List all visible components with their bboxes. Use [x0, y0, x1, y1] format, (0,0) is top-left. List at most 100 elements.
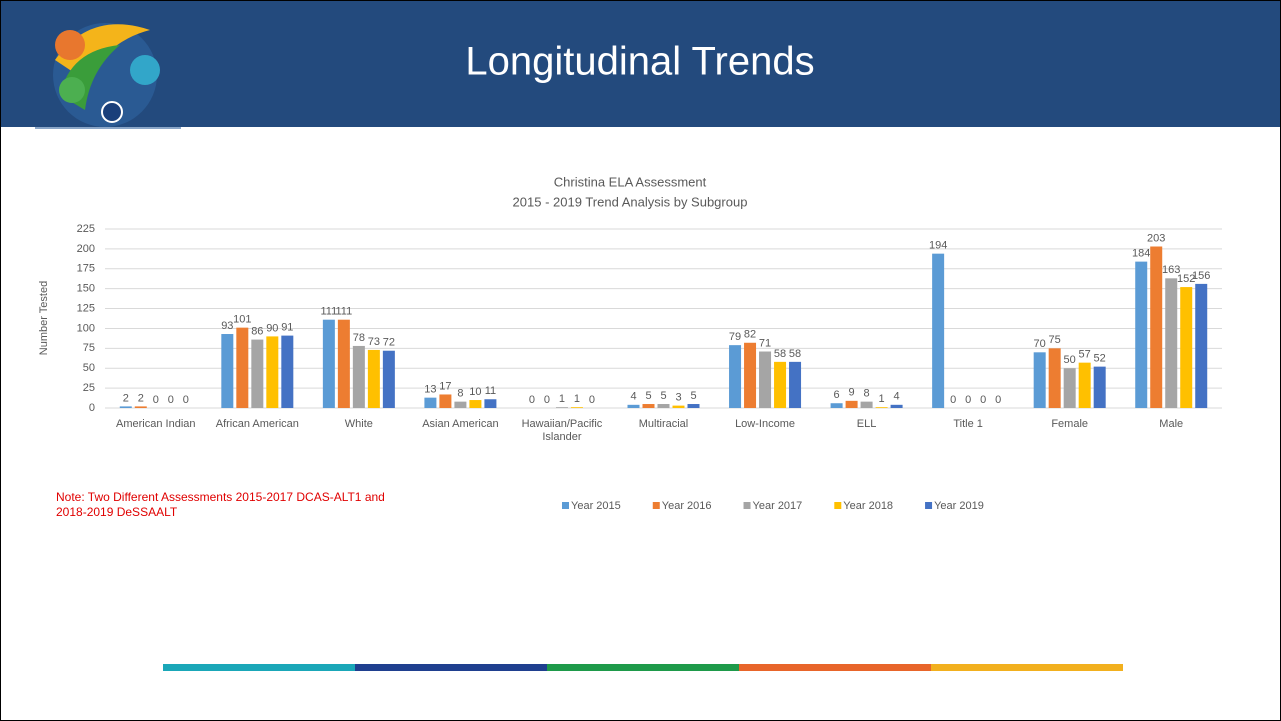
bar: [251, 339, 264, 408]
bar: [367, 349, 380, 408]
data-label: 50: [1064, 354, 1076, 366]
note: Note: Two Different Assessments 2015-201…: [56, 490, 385, 519]
chart-subtitle: 2015 - 2019 Trend Analysis by Subgroup: [513, 194, 748, 209]
bar: [424, 397, 437, 408]
legend-label: Year 2019: [934, 500, 984, 512]
data-label: 163: [1162, 264, 1180, 276]
y-tick-label: 75: [83, 342, 95, 354]
bar: [845, 400, 858, 408]
data-label: 4: [630, 391, 636, 403]
data-label: 57: [1079, 349, 1091, 361]
legend-label: Year 2017: [753, 500, 803, 512]
data-label: 194: [929, 240, 947, 252]
bar: [774, 361, 787, 408]
y-tick-label: 25: [83, 382, 95, 394]
data-label: 0: [980, 394, 986, 406]
bar: [266, 336, 279, 408]
bar: [672, 405, 685, 408]
y-tick-label: 150: [77, 283, 95, 295]
data-label: 0: [544, 394, 550, 406]
data-label: 0: [153, 394, 159, 406]
bar: [687, 404, 700, 408]
bar: [1180, 287, 1193, 408]
x-tick-label: Male: [1159, 418, 1184, 430]
data-label: 4: [894, 391, 900, 403]
y-tick-label: 0: [89, 402, 95, 414]
bar: [759, 351, 772, 408]
legend-swatch: [652, 502, 660, 509]
bar: [281, 335, 294, 408]
data-label: 3: [675, 392, 681, 404]
bar: [469, 400, 482, 408]
bar: [1150, 246, 1163, 408]
data-label: 93: [221, 320, 233, 332]
bar: [1165, 278, 1178, 408]
bar: [1135, 261, 1148, 408]
bar: [134, 406, 147, 408]
bar: [484, 399, 497, 408]
legend-label: Year 2015: [571, 500, 621, 512]
data-label: 90: [266, 322, 278, 334]
y-tick-label: 100: [77, 322, 95, 334]
x-tick-label: Asian American: [422, 418, 499, 430]
bar: [789, 361, 802, 408]
data-label: 75: [1049, 334, 1061, 346]
x-tick-label: Multiracial: [638, 418, 689, 430]
bar: [1048, 348, 1061, 408]
bar: [860, 401, 873, 408]
bar: [1063, 368, 1076, 408]
bar: [627, 404, 640, 408]
data-label: 1: [879, 393, 885, 405]
bar: [119, 406, 132, 408]
bar: [1093, 366, 1106, 408]
bar: [1195, 283, 1208, 408]
y-tick-label: 225: [77, 223, 95, 235]
bar: [382, 350, 395, 408]
y-tick-label: 175: [77, 263, 95, 275]
data-label: 156: [1192, 270, 1210, 282]
bar: [570, 407, 583, 408]
legend-label: Year 2016: [662, 500, 712, 512]
data-label: 5: [660, 390, 666, 402]
data-label: 0: [965, 394, 971, 406]
bar: [221, 334, 234, 408]
y-axis-label: Number Tested: [38, 281, 50, 355]
bar: [875, 407, 888, 408]
bar: [322, 319, 335, 408]
bar: [890, 404, 903, 408]
data-label: 101: [233, 314, 251, 326]
legend-swatch: [562, 502, 569, 509]
legend-swatch: [743, 502, 751, 509]
data-label: 73: [368, 336, 380, 348]
data-label: 58: [789, 348, 801, 360]
x-tick-label: American Indian: [116, 418, 196, 430]
data-label: 13: [424, 384, 436, 396]
logo: [53, 23, 160, 127]
bar: [337, 319, 350, 408]
chart-title: Christina ELA Assessment: [554, 174, 707, 189]
bar: [352, 345, 365, 408]
y-tick-label: 50: [83, 362, 95, 374]
bar: [657, 404, 670, 408]
data-label: 184: [1132, 248, 1150, 260]
data-label: 111: [335, 306, 352, 318]
data-label: 111: [320, 306, 337, 318]
x-tick-label: Hawaiian/Pacific Islander: [521, 418, 603, 443]
bar: [1033, 352, 1046, 408]
data-label: 11: [485, 385, 496, 397]
bar: [932, 253, 945, 408]
data-label: 17: [439, 380, 451, 392]
data-label: 10: [469, 386, 481, 398]
data-label: 203: [1147, 232, 1165, 244]
header-band: [1, 1, 1280, 127]
data-label: 52: [1094, 353, 1106, 365]
x-tick-label: White: [344, 418, 373, 430]
data-label: 91: [281, 322, 293, 334]
legend-label: Year 2018: [843, 500, 893, 512]
x-tick-label: Low-Income: [735, 418, 795, 430]
slide-title: Longitudinal Trends: [465, 40, 814, 84]
data-label: 79: [729, 331, 741, 343]
data-label: 152: [1177, 273, 1195, 285]
